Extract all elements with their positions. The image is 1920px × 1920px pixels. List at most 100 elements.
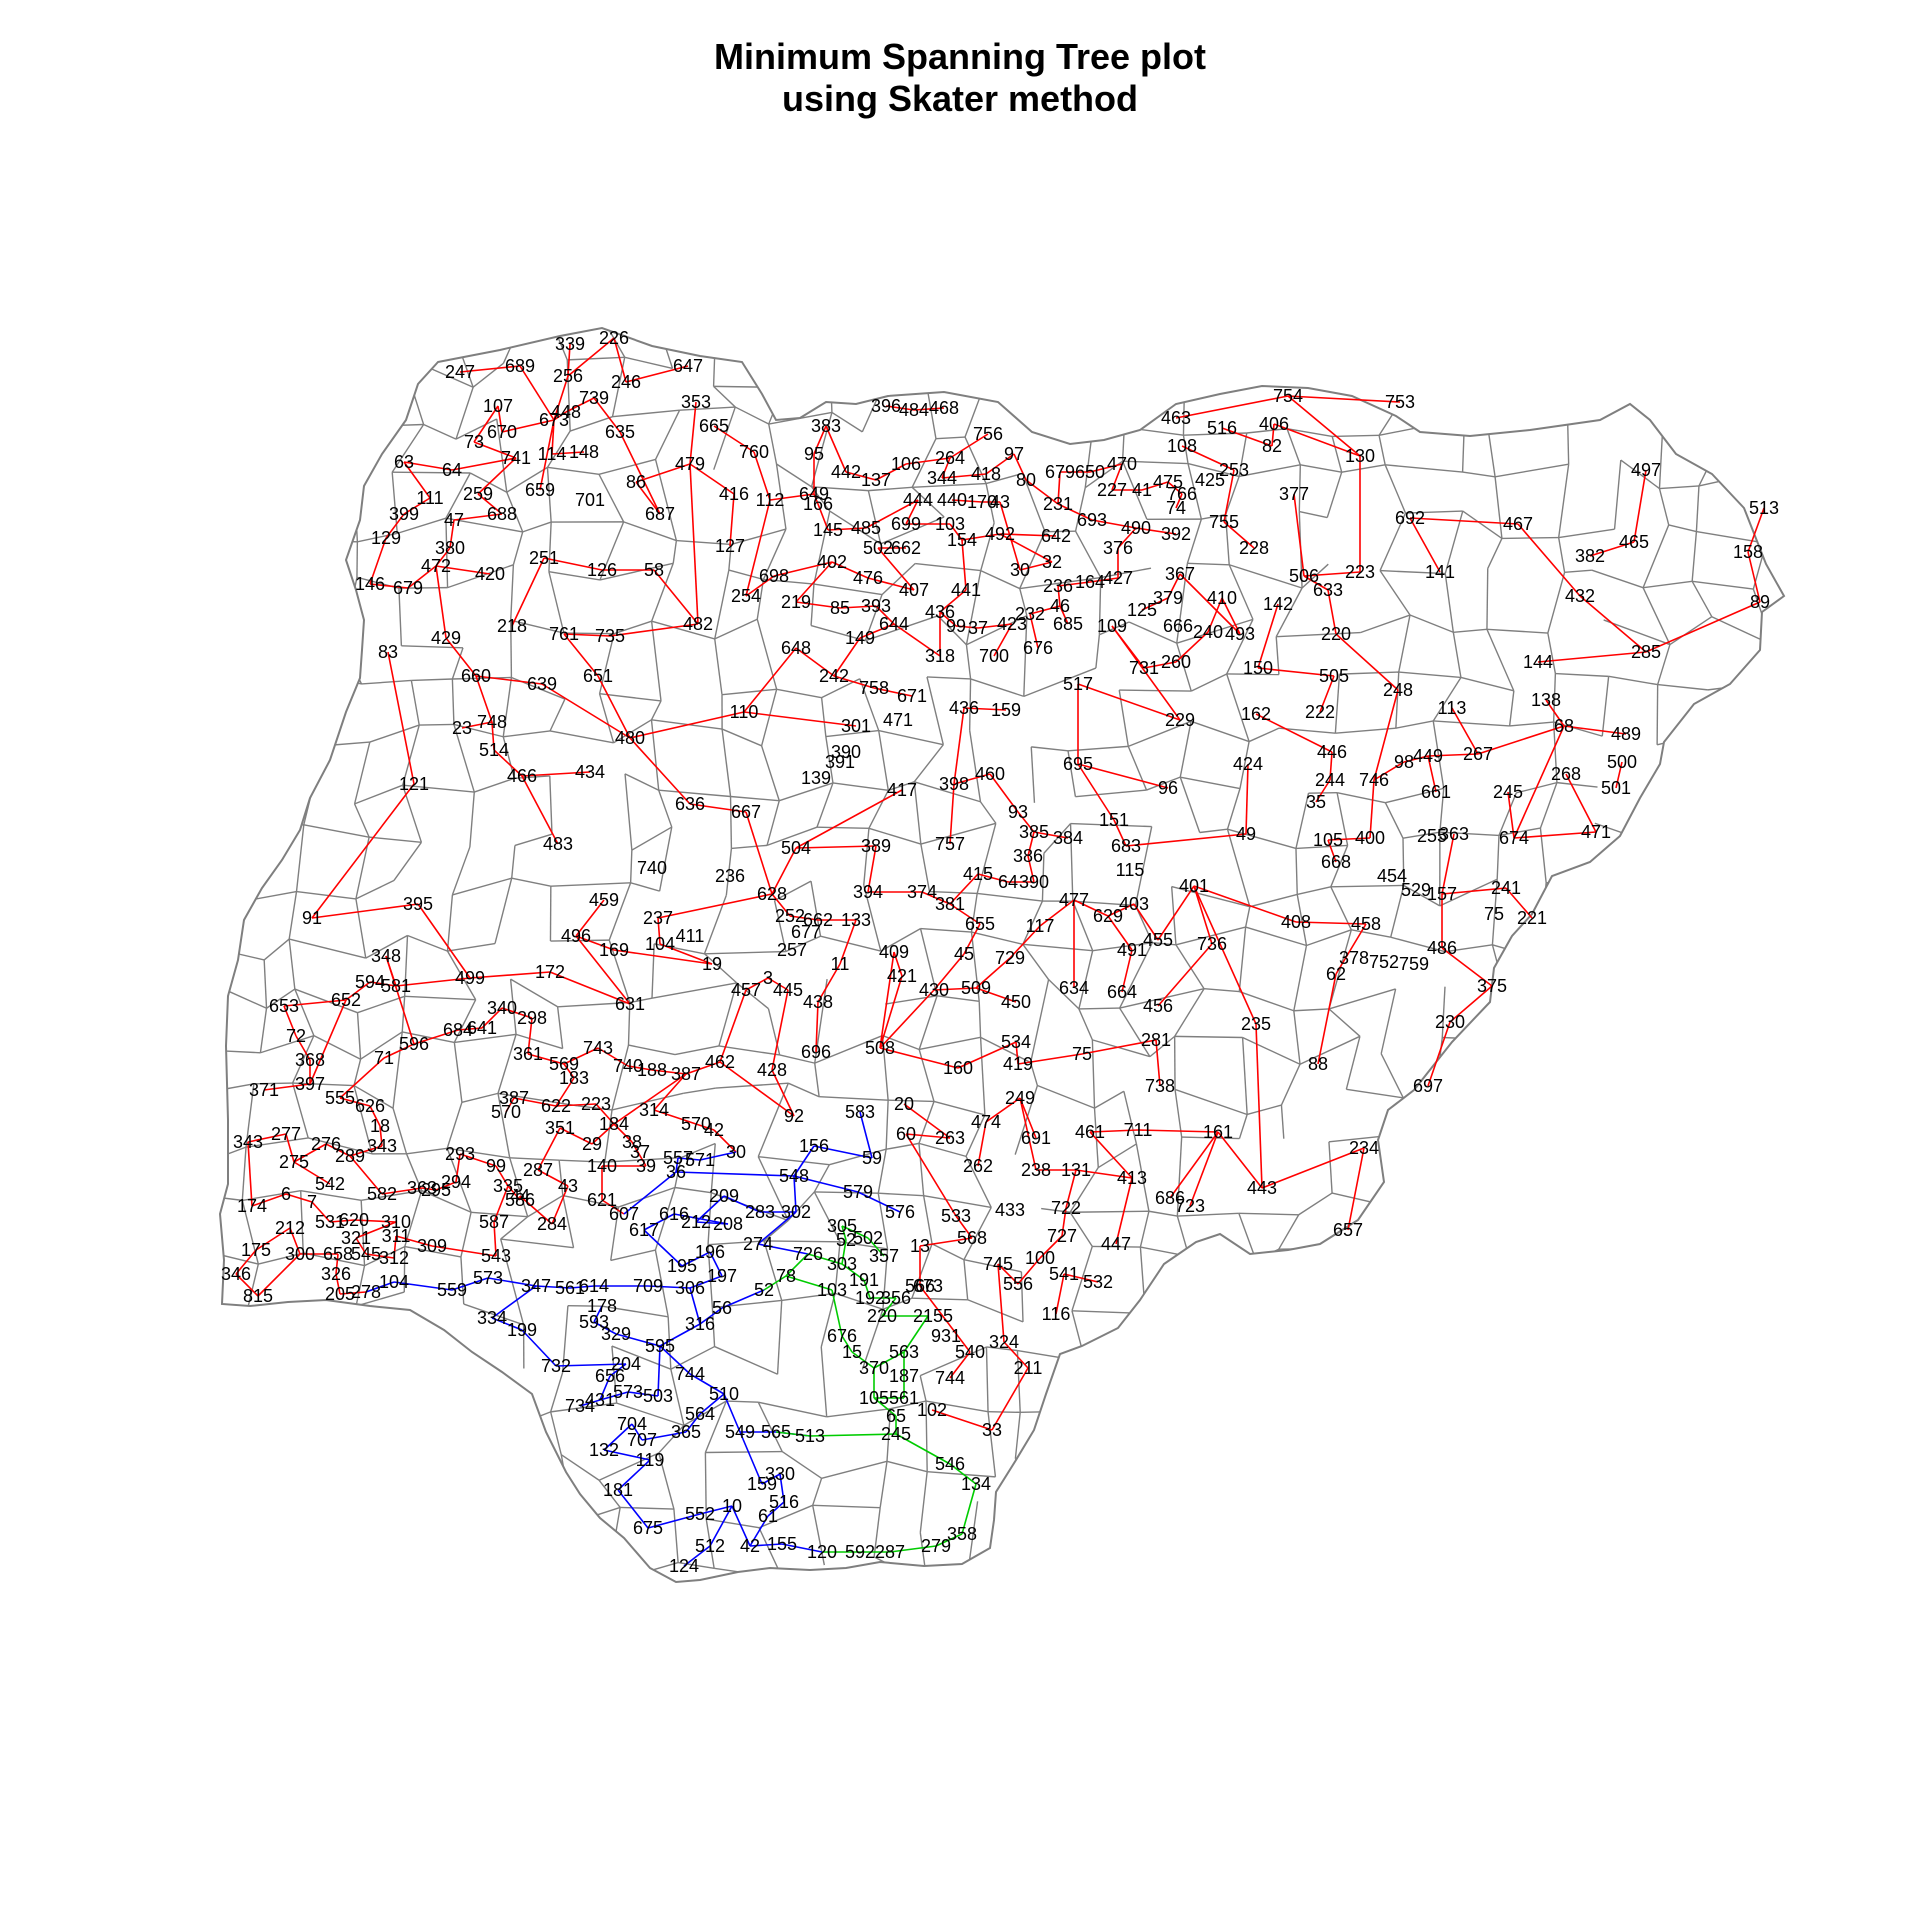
lga-boundary-line (1539, 1503, 1616, 1524)
mst-edge (949, 1463, 977, 1485)
lga-boundary-line (1246, 427, 1288, 434)
lga-boundary-line (1447, 1559, 1500, 1565)
node-label: 75 (1484, 904, 1504, 924)
mst-edge (1141, 481, 1169, 491)
mst-edge (435, 565, 491, 575)
lga-boundary-line (258, 532, 310, 542)
lga-boundary-line (1552, 1012, 1560, 1033)
node-label: 444 (903, 490, 933, 510)
lga-boundary-line (339, 365, 347, 428)
lga-boundary-line (514, 833, 553, 847)
lga-boundary-line (1702, 1050, 1749, 1064)
node-label: 559 (437, 1280, 467, 1300)
lga-boundary-line (610, 1249, 656, 1262)
lga-boundary-line (421, 1189, 472, 1213)
lga-boundary-line (729, 796, 733, 849)
mst-edge (311, 1201, 331, 1223)
mst-edge (1055, 1273, 1065, 1315)
lga-boundary-line (918, 995, 938, 1050)
lga-boundary-line (1384, 802, 1404, 839)
mst-edge (685, 1061, 721, 1075)
lga-boundary-line (1487, 429, 1496, 477)
lga-boundary-line (1613, 1307, 1621, 1356)
lga-boundary-line (888, 1099, 935, 1103)
node-label: 449 (1413, 746, 1443, 766)
lga-boundary-line (721, 728, 762, 747)
lga-boundary-line (1462, 471, 1496, 478)
lga-boundary-line (1358, 1323, 1362, 1369)
lga-boundary-line (235, 472, 259, 534)
lga-boundary-line (243, 778, 261, 828)
lga-boundary-line (1014, 1412, 1021, 1459)
lga-boundary-line (220, 616, 251, 633)
mst-edge (949, 903, 981, 925)
lga-boundary-line (1435, 1532, 1449, 1565)
node-label: 287 (875, 1542, 905, 1562)
node-label: 617 (629, 1220, 659, 1240)
mst-edge (1327, 589, 1337, 635)
lga-boundary-line (672, 540, 678, 564)
lga-boundary-line (393, 841, 422, 881)
lga-boundary-line (1351, 929, 1391, 938)
lga-boundary-line (885, 1100, 889, 1150)
node-label: 411 (676, 926, 705, 946)
lga-boundary-line (404, 1190, 423, 1247)
node-label: 46 (1050, 596, 1070, 616)
mst-edge (1063, 1273, 1099, 1283)
lga-boundary-line (562, 1195, 575, 1248)
lga-boundary-line (286, 1316, 304, 1369)
lga-boundary-line (403, 935, 409, 997)
mst-edge (1019, 1097, 1037, 1171)
lga-boundary-line (868, 486, 913, 492)
node-label: 436 (949, 698, 979, 718)
lga-boundary-line (965, 1114, 986, 1157)
lga-boundary-line (409, 1455, 469, 1480)
mst-edge (809, 1433, 897, 1437)
mst-edge (555, 1363, 627, 1367)
lga-boundary-line (1398, 614, 1411, 673)
node-label: 400 (1355, 828, 1385, 848)
node-label: 676 (1023, 638, 1053, 658)
mst-edge (877, 547, 915, 591)
node-label: 43 (990, 492, 1010, 512)
mst-edge (1013, 453, 1027, 481)
node-label: 137 (861, 470, 891, 490)
node-label: 257 (777, 940, 807, 960)
lga-boundary-line (730, 795, 780, 802)
lga-boundary-line (243, 1316, 288, 1325)
lga-boundary-line (1295, 848, 1298, 895)
lga-boundary-line (1332, 334, 1339, 365)
lga-boundary-line (404, 995, 476, 1001)
mst-edge (537, 1169, 569, 1187)
mst-edge (309, 999, 347, 1085)
lga-boundary-line (1656, 684, 1659, 745)
node-label: 85 (830, 598, 850, 618)
node-label: 306 (675, 1278, 705, 1298)
lga-boundary-line (931, 1243, 965, 1261)
lga-boundary-line (1486, 1409, 1542, 1417)
mst-edge (657, 893, 773, 919)
node-label: 157 (1427, 884, 1457, 904)
mst-edge (1441, 833, 1455, 895)
lga-boundary-line (1644, 1087, 1667, 1162)
lga-boundary-line (1485, 366, 1540, 376)
lga-boundary-line (1336, 792, 1349, 846)
lga-boundary-line (967, 1299, 1024, 1323)
lga-boundary-line (1608, 675, 1658, 686)
node-label: 298 (517, 1008, 547, 1028)
lga-boundary-line (1445, 1356, 1460, 1429)
node-label: 472 (421, 556, 451, 576)
lga-boundary-line (1179, 776, 1201, 833)
lga-boundary-line (245, 1137, 309, 1148)
mst-edge (1207, 597, 1223, 633)
lga-boundary-line (758, 321, 823, 323)
lga-boundary-line (1176, 563, 1189, 644)
lga-boundary-line (1432, 720, 1445, 789)
mst-edge (487, 1277, 537, 1287)
node-label: 131 (1061, 1160, 1091, 1180)
lga-boundary-line (243, 827, 261, 902)
node-label: 30 (726, 1142, 746, 1162)
lga-boundary-line (1202, 328, 1256, 330)
node-label: 684 (443, 1020, 473, 1040)
lga-boundary-line (714, 638, 723, 695)
